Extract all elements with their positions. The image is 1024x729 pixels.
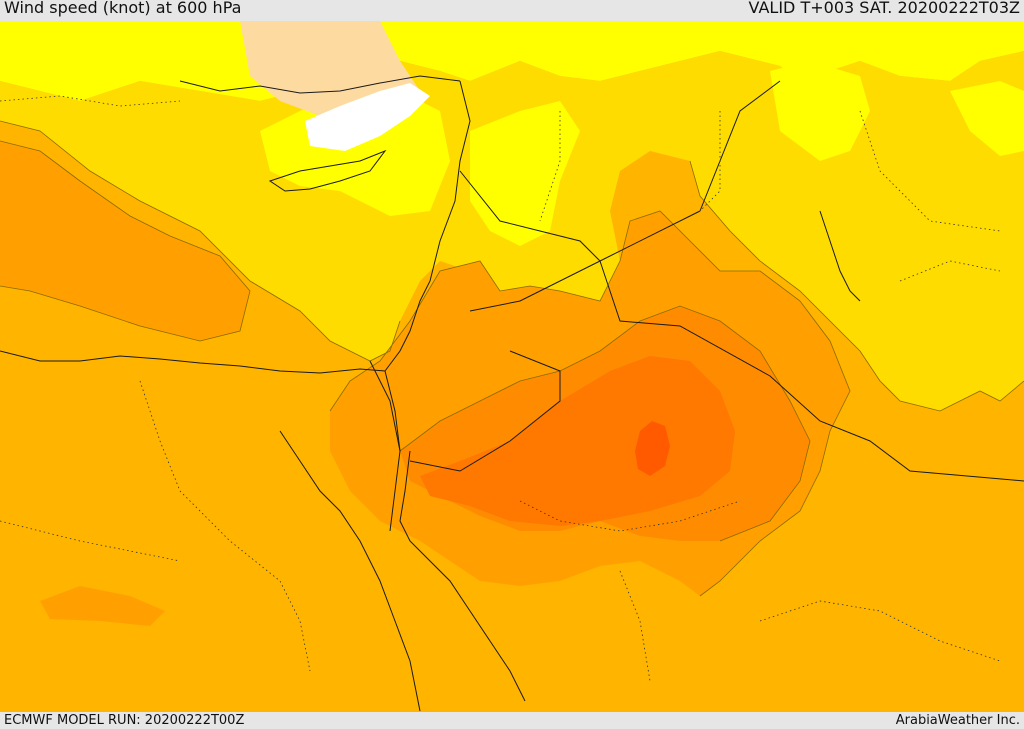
political-borders — [369, 80, 1024, 482]
valid-time: VALID T+003 SAT. 20200222T03Z — [748, 0, 1020, 17]
contour-lines — [0, 120, 1024, 597]
dotted-borders — [0, 95, 1001, 682]
model-run: ECMWF MODEL RUN: 20200222T00Z — [4, 713, 245, 728]
wind-zone-light-east — [950, 81, 1024, 156]
wind-zone-low — [240, 21, 420, 116]
wind-zone-strong-west — [0, 141, 250, 341]
map-header: Wind speed (knot) at 600 hPa VALID T+003… — [0, 0, 1024, 21]
credit: ArabiaWeather Inc. — [895, 713, 1020, 728]
wind-zone-high — [420, 356, 735, 526]
wind-zone-strong-patch-sw — [40, 586, 165, 626]
coastlines — [0, 75, 861, 712]
wind-zone-max — [635, 421, 670, 476]
map-title: Wind speed (knot) at 600 hPa — [4, 0, 242, 17]
map-canvas — [0, 21, 1024, 712]
wind-zone-very-low — [305, 83, 430, 151]
map-footer: ECMWF MODEL RUN: 20200222T00Z ArabiaWeat… — [0, 712, 1024, 729]
wind-zone-light-iraq — [770, 61, 870, 161]
wind-zone-light-syria — [470, 101, 580, 246]
wind-speed-map[interactable] — [0, 21, 1024, 712]
